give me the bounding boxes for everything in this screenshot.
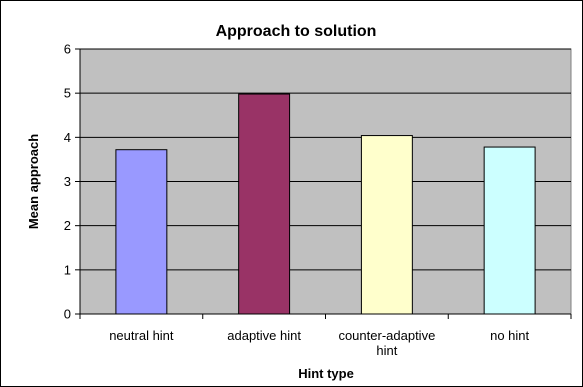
chart-title: Approach to solution	[216, 23, 377, 40]
y-tick-label: 1	[64, 262, 71, 277]
bar-counter-adaptive-hint	[360, 135, 413, 315]
x-category-label: counter-adaptive hint	[338, 328, 435, 358]
bars	[115, 93, 536, 315]
y-tick-label: 6	[64, 42, 71, 57]
y-axis-label: Mean approach	[26, 134, 41, 229]
y-tick-label: 5	[64, 86, 71, 101]
y-tick-label: 2	[64, 218, 71, 233]
y-axis-ticks: 0 1 2 3 4 5 6	[64, 42, 80, 322]
bar-no-hint	[483, 146, 536, 315]
bar-neutral-hint	[115, 149, 168, 315]
x-category-label: adaptive hint	[227, 328, 301, 343]
x-axis-ticks: neutral hint adaptive hint counter-adaptiv…	[79, 314, 572, 358]
x-category-label: neutral hint	[109, 328, 174, 343]
x-category-label: no hint	[490, 328, 529, 343]
y-tick-label: 4	[64, 130, 71, 145]
y-tick-label: 0	[64, 307, 71, 322]
y-tick-label: 3	[64, 174, 71, 189]
x-axis-label: Hint type	[298, 366, 354, 381]
bar-adaptive-hint	[238, 93, 291, 315]
